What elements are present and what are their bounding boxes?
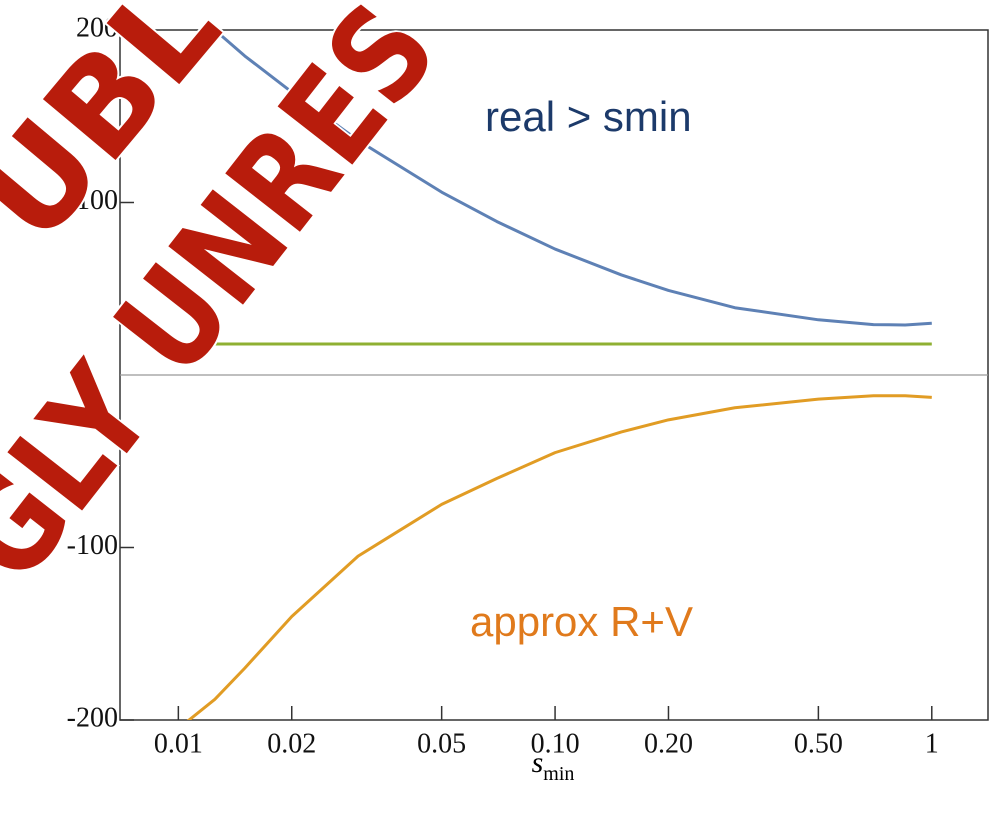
annotation: real > smin [485,93,692,140]
x-tick-label: 0.20 [644,728,693,759]
x-axis-label-main: s [532,746,544,779]
x-tick-label: 1 [925,728,939,759]
y-tick-label: 100 [76,185,118,216]
y-tick-label: 200 [76,12,118,43]
y-tick-label: -200 [67,702,118,733]
series-line [213,30,932,327]
x-tick-label: 0.02 [267,728,316,759]
x-tick-label: 0.05 [417,728,466,759]
x-tick-label: 0.10 [531,728,580,759]
x-axis-label: smin [532,746,575,785]
x-axis-label-sub: min [543,763,574,785]
series-line [186,394,932,720]
x-tick-label: 0.50 [794,728,843,759]
y-tick-label: -100 [67,530,118,561]
x-tick-label: 0.01 [154,728,203,759]
plot-area [120,30,988,720]
annotation: approx R+V [470,598,693,645]
